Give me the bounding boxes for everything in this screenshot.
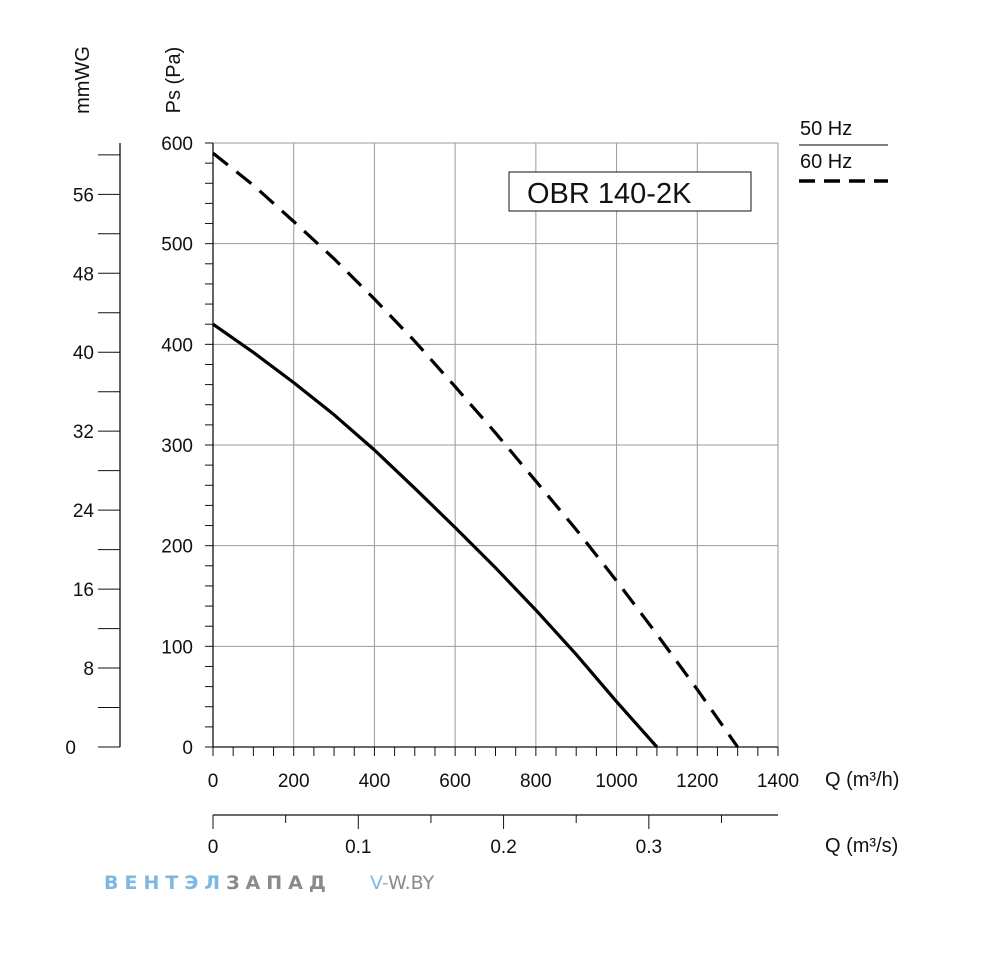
- tick-marks: [98, 142, 779, 829]
- x-tick-label: 0: [208, 771, 219, 792]
- watermark-brand: ВЕНТЭЛЗАПАД: [104, 872, 332, 894]
- y-tick-label: 500: [161, 235, 193, 256]
- grid-lines: [212, 142, 779, 748]
- series-line-solid: [212, 322, 659, 749]
- watermark-site-prefix: V-: [370, 872, 388, 894]
- x2-axis-label: Q (m³/s): [825, 835, 898, 857]
- y-tick-label: 300: [161, 436, 193, 457]
- watermark-brand-part2: ЗАПАД: [226, 872, 332, 894]
- title-box: OBR 140-2K: [508, 171, 752, 212]
- series-line-dashed: [212, 151, 739, 748]
- y2-tick-label: 16: [73, 580, 94, 601]
- series-lines: [212, 151, 739, 749]
- y2-tick-label: 32: [73, 422, 94, 443]
- legend-label: 60 Hz: [800, 151, 852, 173]
- x-tick-label: 1200: [676, 771, 718, 792]
- legend-label: 50 Hz: [800, 118, 852, 140]
- x-axis-label: Q (m³/h): [825, 769, 899, 791]
- watermark-brand-part1: ВЕНТЭЛ: [104, 872, 227, 894]
- x-tick-label: 200: [278, 771, 310, 792]
- title-box-frame: [508, 171, 752, 212]
- y-tick-label: 200: [161, 537, 193, 558]
- x-tick-label: 800: [520, 771, 552, 792]
- watermark-site: V-W.BY: [370, 872, 434, 894]
- x-tick-label: 600: [439, 771, 471, 792]
- y2-tick-label: 48: [73, 264, 94, 285]
- legend: 50 Hz 60 Hz: [799, 118, 888, 183]
- y2-tick-label: 0: [65, 738, 76, 759]
- y2-tick-label: 40: [73, 343, 94, 364]
- x-tick-label: 400: [359, 771, 391, 792]
- x-tick-label: 1000: [595, 771, 637, 792]
- x-tick-label: 1400: [757, 771, 799, 792]
- y-axis-label: Ps (Pa): [163, 47, 185, 114]
- y-tick-label: 0: [182, 738, 193, 759]
- y-tick-label: 100: [161, 637, 193, 658]
- x2-tick-label: 0.1: [345, 837, 371, 858]
- watermark-site-rest: W.BY: [387, 872, 435, 894]
- x2-tick-label: 0.2: [490, 837, 516, 858]
- y2-tick-label: 56: [73, 185, 94, 206]
- y-tick-label: 400: [161, 335, 193, 356]
- chart-title: OBR 140-2K: [527, 178, 692, 210]
- x2-tick-label: 0: [208, 837, 219, 858]
- x2-tick-label: 0.3: [636, 837, 662, 858]
- y2-tick-label: 8: [83, 659, 94, 680]
- y-tick-label: 600: [161, 134, 193, 155]
- y2-axis-label: mmWG: [72, 46, 94, 114]
- y2-tick-label: 24: [73, 501, 95, 522]
